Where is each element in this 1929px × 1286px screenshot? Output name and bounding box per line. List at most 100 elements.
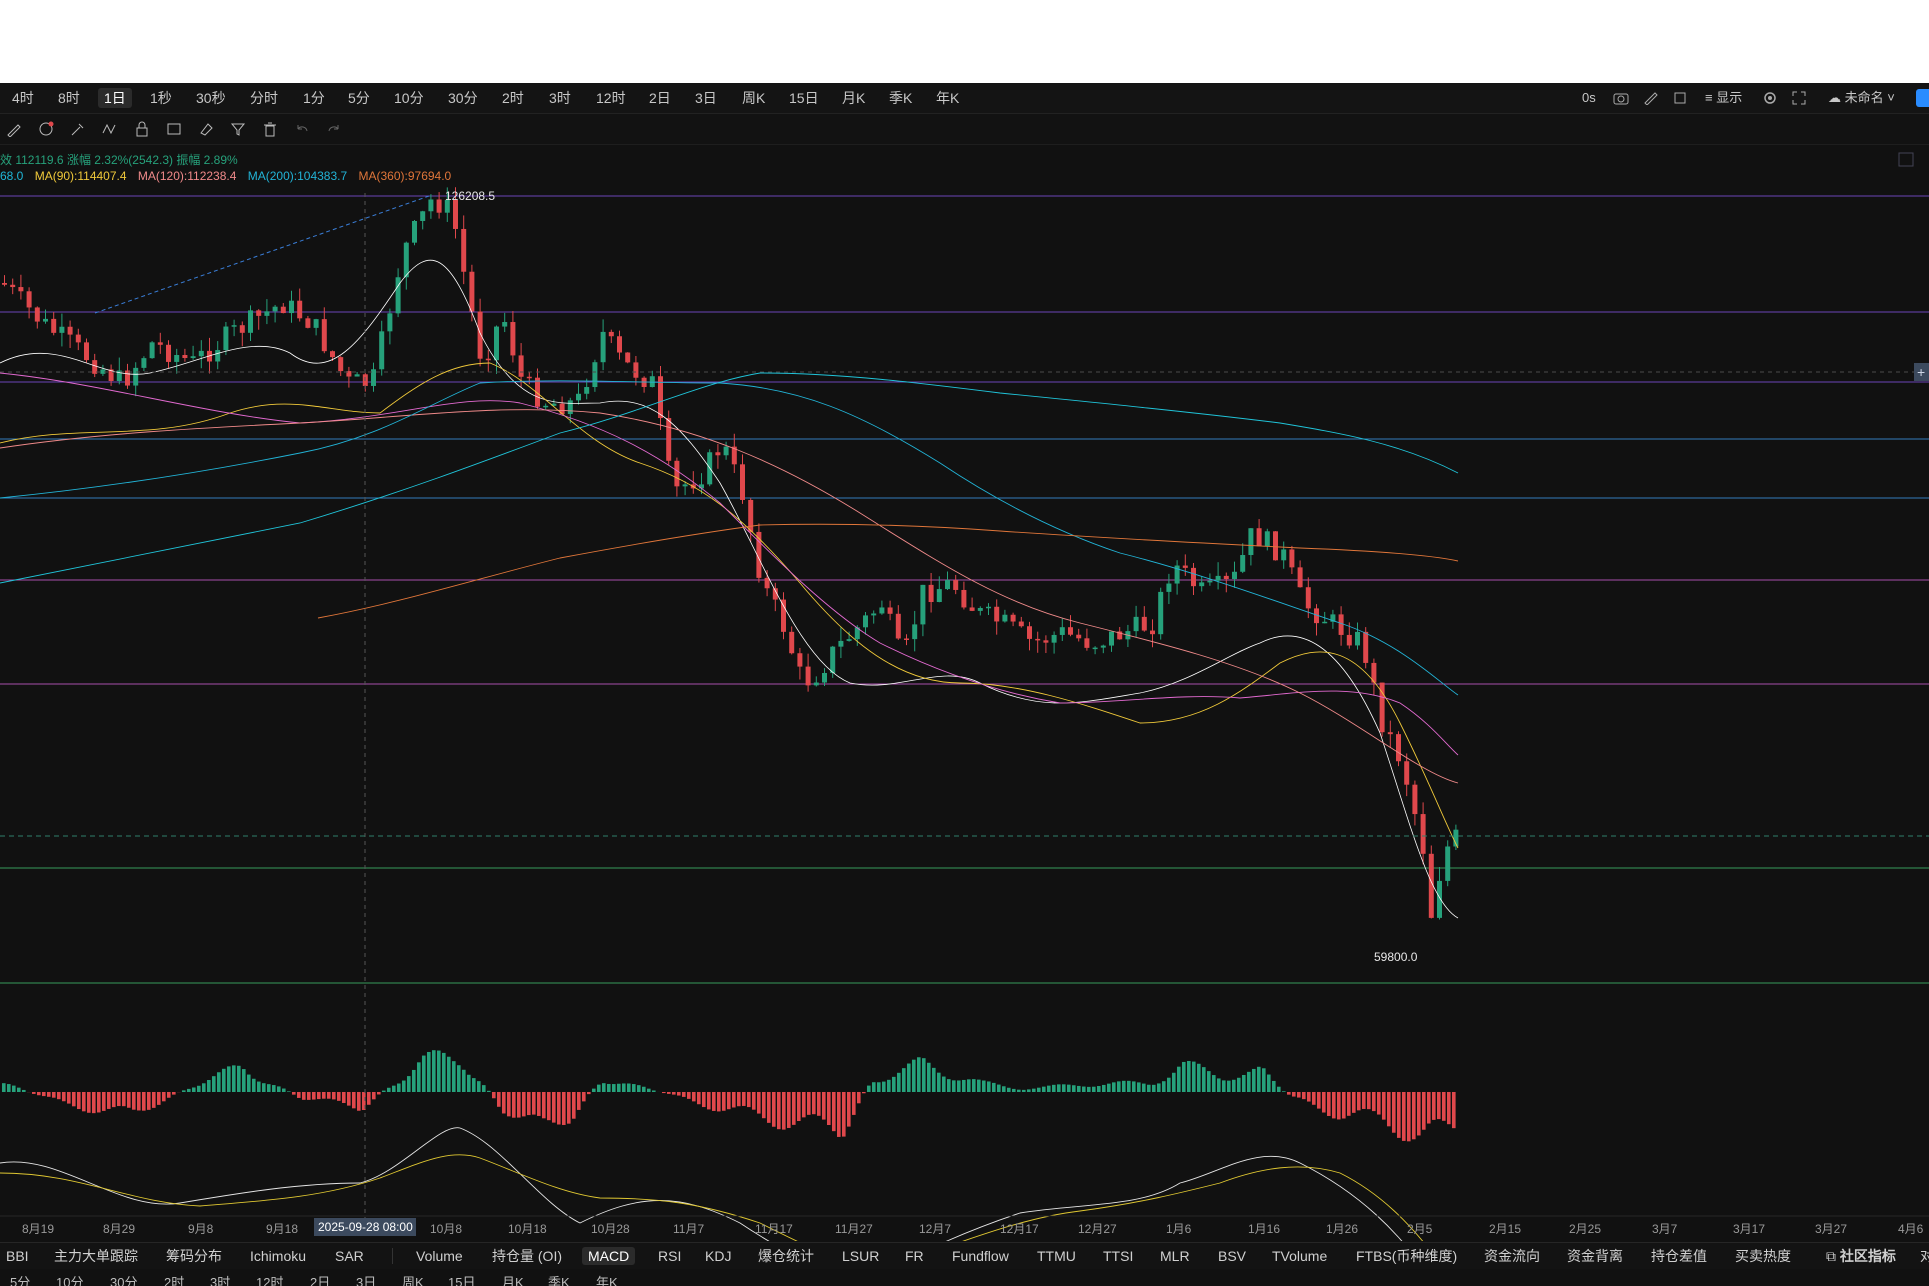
candle-body [928, 584, 934, 603]
bottom-tf[interactable]: 月K [502, 1275, 524, 1286]
macd-histogram-bar [902, 1068, 906, 1092]
camera-icon[interactable] [1613, 91, 1629, 105]
timeframe-month[interactable]: 月K [842, 90, 866, 106]
macd-histogram-bar [1357, 1092, 1361, 1111]
indicator-tab-ttsi[interactable]: TTSI [1103, 1248, 1134, 1264]
macd-histogram-bar [987, 1081, 991, 1092]
indicator-tab-divergence[interactable]: 资金背离 [1567, 1248, 1623, 1264]
gear-icon[interactable] [1763, 91, 1777, 105]
trash-icon[interactable] [262, 121, 278, 137]
indicator-tab-heat[interactable]: 买卖热度 [1735, 1248, 1791, 1264]
bottom-tf[interactable]: 30分 [110, 1275, 138, 1286]
timeframe-3d[interactable]: 3日 [695, 90, 717, 106]
timeframe-year[interactable]: 年K [936, 90, 960, 106]
fullscreen-icon[interactable] [1792, 91, 1806, 105]
macd-histogram-bar [187, 1088, 191, 1092]
bottom-tf[interactable]: 3时 [210, 1275, 231, 1286]
bottom-tf[interactable]: 季K [548, 1275, 570, 1286]
timeframe-15d[interactable]: 15日 [789, 90, 819, 106]
candle-body [715, 452, 721, 456]
undo-icon[interactable] [294, 121, 310, 137]
indicator-tab-mlr[interactable]: MLR [1160, 1248, 1190, 1264]
indicator-tab-ftbs[interactable]: FTBS(币种维度) [1356, 1248, 1458, 1264]
timeframe-30s[interactable]: 30秒 [196, 90, 226, 106]
trend-line[interactable] [94, 194, 433, 314]
bottom-tf[interactable]: 12时 [256, 1275, 284, 1286]
indicator-tab-liquidation[interactable]: 爆仓统计 [758, 1248, 814, 1264]
candle-body [608, 331, 614, 337]
indicator-tab-sar[interactable]: SAR [335, 1248, 364, 1264]
macd-histogram-bar [92, 1092, 96, 1114]
indicator-tab-fundflow[interactable]: Fundflow [952, 1248, 1009, 1264]
indicator-tab-macd[interactable]: MACD [582, 1247, 636, 1265]
price-chart[interactable]: 126208.5 59800.0 8月19 8月29 9月8 9月18 10月8 10月1… [0, 83, 1929, 1241]
indicator-tab-volume[interactable]: Volume [416, 1248, 463, 1264]
bottom-tf[interactable]: 年K [596, 1275, 618, 1286]
expand-icon[interactable] [1898, 152, 1914, 167]
timeframe-week[interactable]: 周K [742, 90, 766, 106]
sync-icon[interactable] [1673, 91, 1689, 105]
indicator-tab-kdj[interactable]: KDJ [705, 1248, 732, 1264]
indicator-tab-bigorder[interactable]: 主力大单跟踪 [54, 1248, 138, 1264]
candle-body [248, 310, 253, 333]
community-indicator-button[interactable]: ⧉ 社区指标 [1826, 1248, 1896, 1264]
indicator-tab-chips[interactable]: 筹码分布 [166, 1248, 222, 1264]
bottom-tf[interactable]: 3日 [356, 1275, 377, 1286]
indicator-tab-ttmu[interactable]: TTMU [1037, 1248, 1076, 1264]
redo-icon[interactable] [326, 121, 342, 137]
pen-icon[interactable] [1643, 91, 1659, 105]
indicator-tab-bbi[interactable]: BBI [6, 1248, 29, 1264]
macd-histogram-bar [72, 1092, 76, 1107]
candle-body [1002, 614, 1008, 622]
macd-histogram-bar [1022, 1089, 1026, 1092]
hide-icon[interactable] [166, 121, 182, 137]
indicator-tab-tvolume[interactable]: TVolume [1272, 1248, 1328, 1264]
indicator-tab-fundflow-cn[interactable]: 资金流向 [1484, 1248, 1540, 1264]
timeframe-30m[interactable]: 30分 [448, 90, 478, 106]
display-button[interactable]: ≡ 显示 [1705, 90, 1743, 105]
magnet-icon[interactable] [38, 121, 54, 137]
blue-action-button[interactable] [1916, 89, 1929, 107]
indicator-tab-oi[interactable]: 持仓量 (OI) [492, 1248, 562, 1264]
macd-histogram-bar [1207, 1071, 1211, 1092]
indicator-tab-bsv[interactable]: BSV [1218, 1248, 1247, 1264]
timeframe-10m[interactable]: 10分 [394, 90, 424, 106]
bottom-tf[interactable]: 2日 [310, 1275, 331, 1286]
pattern-icon[interactable] [102, 121, 118, 137]
indicator-tab-oi-diff[interactable]: 持仓差值 [1651, 1248, 1707, 1264]
timeframe-1d[interactable]: 1日 [98, 88, 132, 108]
timeframe-quarter[interactable]: 季K [889, 90, 913, 106]
layout-name-button[interactable]: ☁ 未命名 ˅ [1828, 90, 1895, 105]
candle-body [1314, 608, 1319, 624]
bottom-tf[interactable]: 5分 [10, 1275, 31, 1286]
indicator-tab-rsi[interactable]: RSI [658, 1248, 682, 1264]
timeframe-tick[interactable]: 分时 [250, 90, 278, 106]
bottom-tf[interactable]: 2时 [164, 1275, 185, 1286]
indicator-tab-lsur[interactable]: LSUR [842, 1248, 880, 1264]
timeframe-4h[interactable]: 4时 [12, 90, 34, 106]
lock-icon[interactable] [134, 121, 150, 137]
timeframe-2d[interactable]: 2日 [649, 90, 671, 106]
price-axis-add-button[interactable] [1914, 363, 1929, 381]
candle-body [740, 464, 745, 500]
indicator-right-truncated[interactable]: 对 [1920, 1248, 1929, 1264]
timeframe-8h[interactable]: 8时 [58, 90, 80, 106]
timeframe-2h[interactable]: 2时 [502, 90, 524, 106]
timeframe-12h[interactable]: 12时 [596, 90, 626, 106]
timeframe-3h[interactable]: 3时 [549, 90, 571, 106]
brush-icon[interactable] [70, 121, 86, 137]
filter-icon[interactable] [230, 121, 246, 137]
eraser-icon[interactable] [198, 121, 214, 137]
bottom-tf[interactable]: 周K [402, 1275, 424, 1286]
timeframe-1s[interactable]: 1秒 [150, 90, 172, 106]
indicator-tab-fr[interactable]: FR [905, 1248, 924, 1264]
timeframe-5m[interactable]: 5分 [348, 90, 370, 106]
indicator-tab-ichimoku[interactable]: Ichimoku [250, 1248, 307, 1264]
pencil-icon[interactable] [6, 121, 22, 137]
macd-histogram-bar [717, 1092, 721, 1112]
timeframe-1m[interactable]: 1分 [303, 90, 325, 106]
candle-body [633, 362, 639, 378]
bottom-tf[interactable]: 15日 [448, 1275, 476, 1286]
bottom-tf[interactable]: 10分 [56, 1275, 84, 1286]
candle-body [166, 344, 171, 362]
